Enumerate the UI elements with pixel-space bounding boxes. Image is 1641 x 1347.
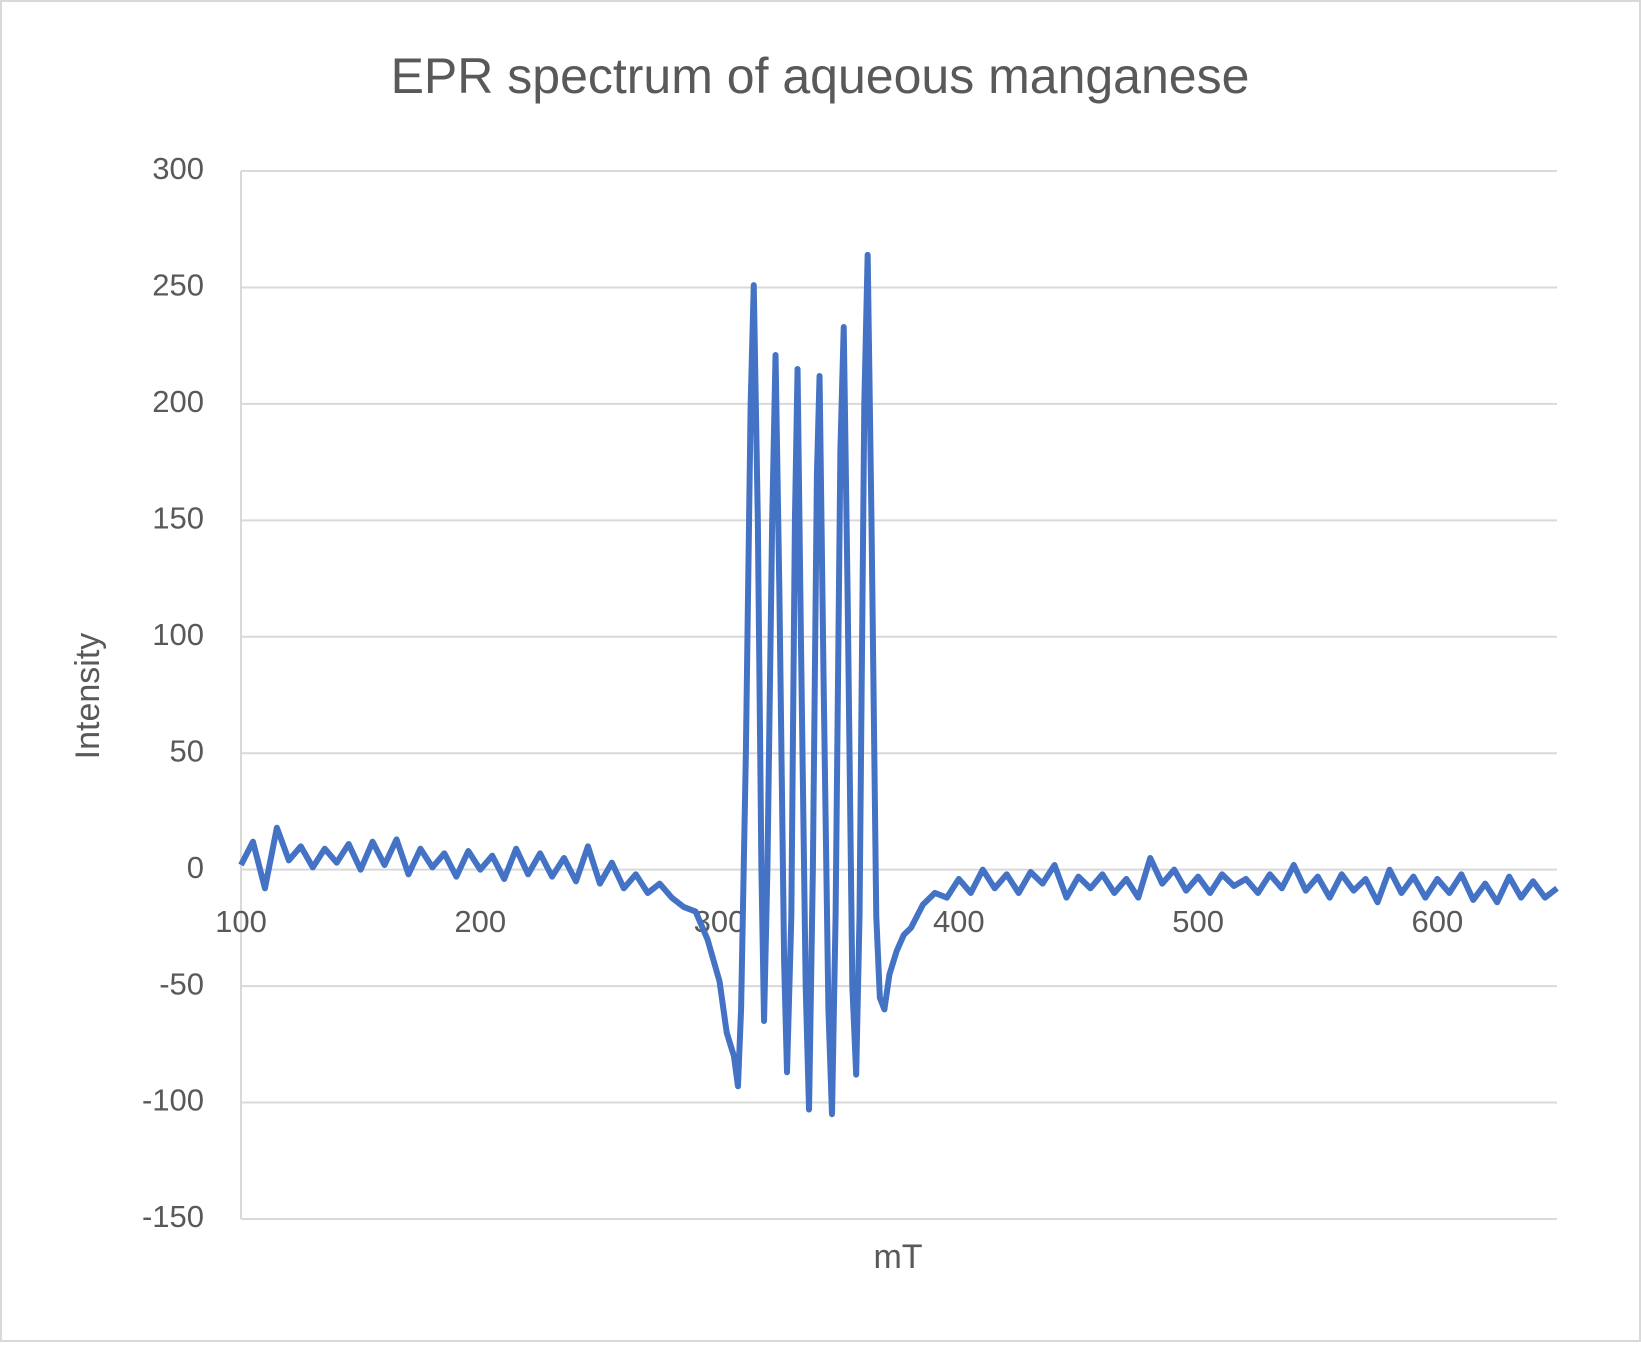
x-tick-label: 400 (933, 904, 985, 939)
y-tick-label: -50 (159, 966, 204, 1001)
x-axis-title: mT (873, 1238, 922, 1276)
y-tick-label: 300 (152, 151, 204, 186)
x-tick-label: 600 (1411, 904, 1463, 939)
x-tick-label: 500 (1172, 904, 1224, 939)
y-tick-label: 50 (170, 733, 204, 768)
y-tick-label: 0 (187, 850, 204, 885)
y-tick-label: 100 (152, 617, 204, 652)
chart-title: EPR spectrum of aqueous manganese (391, 48, 1250, 104)
y-tick-label: -100 (142, 1083, 204, 1118)
y-tick-label: 250 (152, 268, 204, 303)
x-tick-label: 200 (454, 904, 506, 939)
data-line (238, 251, 1559, 1118)
x-tick-label: 100 (215, 904, 267, 939)
y-tick-label: 200 (152, 384, 204, 419)
y-axis-title: Intensity (69, 633, 107, 760)
y-tick-label: -150 (142, 1199, 204, 1234)
y-tick-label: 150 (152, 501, 204, 536)
